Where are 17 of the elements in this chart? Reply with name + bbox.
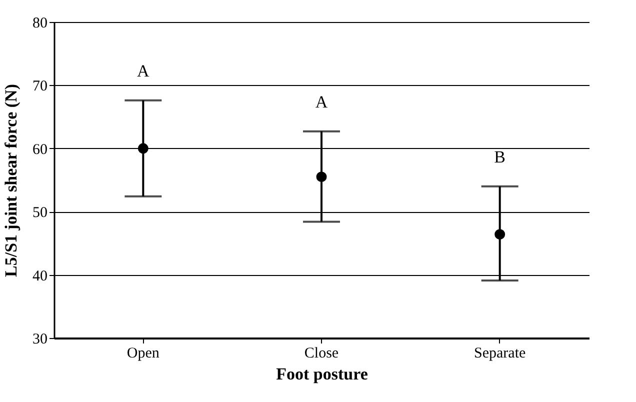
y-axis-title: L5/S1 joint shear force (N) [2,84,20,277]
point [138,143,148,154]
y-tick-label: 50 [32,205,48,222]
x-axis-title: Foot posture [276,364,368,384]
point [316,172,327,182]
y-tick-label: 60 [32,142,48,158]
x-tick-label: Close [304,346,339,362]
annotation: A [315,92,328,112]
y-tick-label: 30 [32,332,48,348]
x-tick-label: Separate [474,346,526,362]
x-tick-label: Open [126,346,160,362]
y-tick-label: 40 [32,268,48,284]
y-tick-label: 70 [32,78,48,95]
point [494,229,506,240]
annotation: B [494,147,506,166]
y-tick-label: 80 [32,16,48,32]
annotation: A [137,61,150,80]
